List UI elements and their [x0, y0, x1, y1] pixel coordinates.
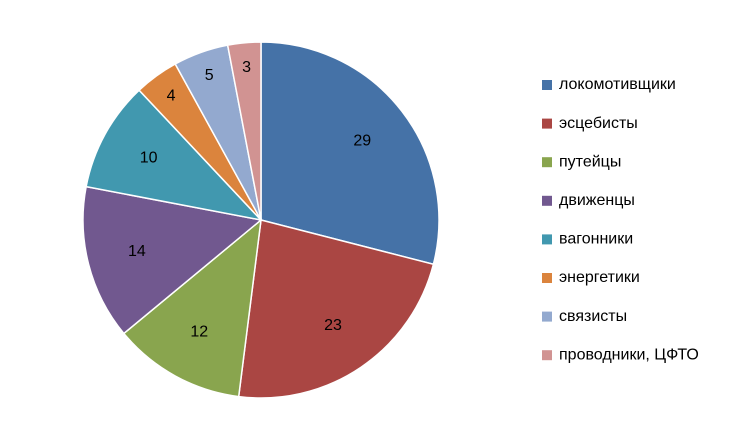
data-label: 23 [324, 317, 342, 334]
legend-swatch [542, 350, 552, 361]
legend-label: связисты [559, 308, 627, 325]
legend-swatch [542, 234, 552, 245]
data-label: 5 [205, 67, 214, 84]
data-label: 3 [242, 59, 251, 76]
legend-label: путейцы [559, 153, 621, 170]
data-label: 4 [167, 87, 176, 104]
pie-slice [237, 219, 435, 399]
pie-slice [82, 185, 263, 335]
data-label: 10 [140, 149, 158, 166]
legend-label: движенцы [559, 192, 635, 209]
legend-swatch [542, 311, 552, 322]
legend-swatch [542, 273, 552, 283]
legend-label: эсцебисты [559, 115, 638, 132]
legend-swatch [542, 157, 552, 168]
pie-slice [122, 218, 262, 398]
pie-slice [260, 41, 440, 266]
legend-label: локомотивщики [559, 76, 676, 93]
pie-slice [226, 41, 262, 221]
data-label: 12 [190, 324, 208, 341]
legend-swatch [542, 80, 552, 90]
legend-label: вагонники [559, 231, 633, 248]
data-label: 14 [128, 243, 146, 260]
legend-label: проводники, ЦФТО [559, 346, 699, 363]
legend-swatch [542, 118, 552, 129]
legend-swatch [542, 195, 552, 206]
legend-label: энергетики [559, 269, 640, 286]
pie-slice [85, 89, 264, 222]
data-label: 29 [353, 133, 371, 150]
